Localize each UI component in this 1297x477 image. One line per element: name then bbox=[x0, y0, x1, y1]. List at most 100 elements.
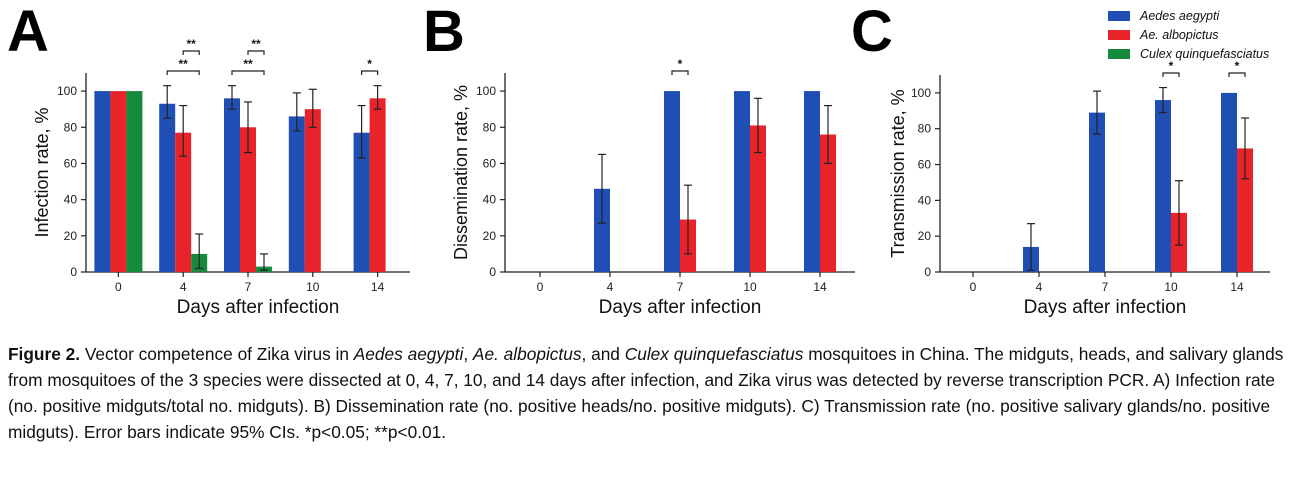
y-axis-label: Dissemination rate, % bbox=[451, 85, 471, 260]
bar bbox=[288, 116, 305, 272]
y-tick-label: 0 bbox=[489, 265, 496, 279]
legend-item-ae-albopictus: Ae. albopictus bbox=[1108, 25, 1269, 44]
significance-label: * bbox=[678, 57, 683, 71]
legend-label: Culex quinquefasciatus bbox=[1140, 46, 1270, 61]
y-tick-label: 60 bbox=[918, 158, 932, 172]
legend-label: Ae. albopictus bbox=[1140, 27, 1219, 42]
x-axis-label: Days after infection bbox=[1024, 297, 1187, 318]
x-tick-label: 7 bbox=[1102, 280, 1109, 294]
x-tick-label: 0 bbox=[970, 280, 977, 294]
y-tick-label: 0 bbox=[70, 265, 77, 279]
x-tick-label: 14 bbox=[813, 280, 827, 294]
panel-letter-c: C bbox=[851, 0, 893, 64]
y-tick-label: 100 bbox=[476, 84, 496, 98]
x-tick-label: 10 bbox=[743, 280, 757, 294]
bar bbox=[159, 103, 176, 272]
caption-species: Ae. albopictus bbox=[472, 344, 582, 364]
chart-panel-b: 0 20 40 60 80 100 0 4 7 10 14 Days after infection D… bbox=[451, 57, 855, 318]
significance-label: ** bbox=[251, 37, 261, 51]
significance-bracket bbox=[231, 70, 265, 75]
significance-label: ** bbox=[243, 57, 253, 71]
legend-swatch bbox=[1108, 10, 1130, 21]
x-tick-label: 7 bbox=[677, 280, 684, 294]
x-tick-label: 0 bbox=[537, 280, 544, 294]
legend-item-aedes-aegypti: Aedes aegypti bbox=[1108, 6, 1269, 25]
y-tick-label: 0 bbox=[924, 265, 931, 279]
legend-label: Aedes aegypti bbox=[1140, 8, 1220, 23]
significance-bracket bbox=[671, 70, 689, 75]
y-tick-label: 80 bbox=[918, 122, 932, 136]
y-tick-label: 80 bbox=[64, 120, 78, 134]
bar bbox=[1221, 92, 1237, 272]
y-tick-label: 20 bbox=[918, 229, 932, 243]
bar bbox=[820, 134, 836, 272]
bar bbox=[304, 109, 321, 272]
y-axis-label: Transmission rate, % bbox=[888, 89, 908, 257]
bar bbox=[664, 91, 680, 272]
caption-text: , and bbox=[581, 344, 625, 364]
bar bbox=[353, 132, 370, 272]
y-tick-label: 80 bbox=[483, 120, 497, 134]
bar bbox=[126, 91, 143, 272]
x-tick-label: 10 bbox=[306, 280, 320, 294]
y-axis-label: Infection rate, % bbox=[32, 107, 52, 237]
caption-text: Vector competence of Zika virus in bbox=[80, 344, 354, 364]
x-axis-label: Days after infection bbox=[177, 297, 340, 318]
legend-swatch bbox=[1108, 29, 1130, 40]
significance-label: * bbox=[367, 57, 372, 71]
caption-species: Aedes aegypti bbox=[353, 344, 464, 364]
x-axis-label: Days after infection bbox=[599, 297, 762, 318]
caption-species: Culex quinquefasciatus bbox=[624, 344, 804, 364]
y-tick-label: 20 bbox=[483, 229, 497, 243]
legend-item-culex-quinquefasciatus: Culex quinquefasciatus bbox=[1108, 44, 1269, 63]
significance-bracket bbox=[166, 70, 200, 75]
caption-text: , bbox=[463, 344, 473, 364]
bar bbox=[1155, 100, 1171, 272]
x-tick-label: 14 bbox=[371, 280, 385, 294]
x-tick-label: 4 bbox=[1036, 280, 1043, 294]
significance-bracket bbox=[1162, 72, 1180, 77]
chart-panel-c: 0 20 40 60 80 100 0 4 7 10 14 Days after infection T… bbox=[888, 59, 1270, 318]
panel-letter-a: A bbox=[7, 0, 49, 64]
bar bbox=[594, 188, 610, 272]
caption-text: mosquitoes in China. The midguts, heads,… bbox=[8, 344, 1284, 442]
x-tick-label: 4 bbox=[180, 280, 187, 294]
bar bbox=[175, 132, 192, 272]
significance-label: ** bbox=[187, 37, 197, 51]
x-tick-label: 14 bbox=[1230, 280, 1244, 294]
x-tick-label: 7 bbox=[245, 280, 252, 294]
significance-bracket bbox=[1228, 72, 1246, 77]
significance-bracket bbox=[247, 50, 265, 55]
significance-label: * bbox=[1169, 59, 1174, 73]
bar bbox=[94, 91, 111, 272]
chart-panel-a: 0 20 40 60 80 100 0 4 7 10 14 Days after infection I… bbox=[32, 37, 410, 318]
panel-letter-b: B bbox=[423, 0, 465, 64]
y-tick-label: 60 bbox=[64, 156, 78, 170]
x-tick-label: 0 bbox=[115, 280, 122, 294]
y-tick-label: 60 bbox=[483, 156, 497, 170]
y-tick-label: 40 bbox=[918, 193, 932, 207]
y-tick-label: 100 bbox=[57, 84, 77, 98]
chart-legend: Aedes aegypti Ae. albopictus Culex quinq… bbox=[1108, 6, 1269, 63]
y-tick-label: 20 bbox=[64, 229, 78, 243]
caption-label: Figure 2. bbox=[8, 344, 81, 364]
bar bbox=[224, 98, 240, 272]
significance-label: ** bbox=[179, 57, 189, 71]
significance-label: * bbox=[1235, 59, 1240, 73]
figure-caption: Figure 2. Vector competence of Zika viru… bbox=[8, 341, 1290, 445]
y-tick-label: 40 bbox=[64, 193, 78, 207]
y-tick-label: 100 bbox=[911, 86, 931, 100]
x-tick-label: 10 bbox=[1164, 280, 1178, 294]
bar bbox=[734, 91, 750, 272]
legend-swatch bbox=[1108, 48, 1130, 59]
bar bbox=[369, 98, 386, 272]
significance-bracket bbox=[182, 50, 200, 55]
bar bbox=[1089, 112, 1105, 272]
bar bbox=[110, 91, 127, 272]
significance-bracket bbox=[361, 70, 379, 75]
bar bbox=[804, 91, 820, 272]
bar bbox=[750, 125, 766, 272]
bar bbox=[240, 127, 256, 272]
y-tick-label: 40 bbox=[483, 193, 497, 207]
